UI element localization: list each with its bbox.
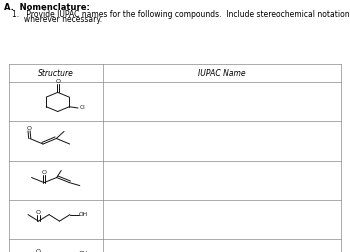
Text: A.  Nomenclature:: A. Nomenclature: <box>4 3 90 12</box>
Text: O: O <box>36 249 41 252</box>
Text: OH: OH <box>79 212 88 217</box>
Text: O: O <box>55 79 60 84</box>
Text: O: O <box>27 126 31 131</box>
Text: Cl: Cl <box>80 106 86 110</box>
Text: O: O <box>36 210 41 215</box>
Text: O: O <box>42 170 47 175</box>
Text: OH: OH <box>79 251 88 252</box>
Text: 1.   Provide IUPAC names for the following compounds.  Include stereochemical no: 1. Provide IUPAC names for the following… <box>12 10 350 19</box>
Text: IUPAC Name: IUPAC Name <box>198 69 246 78</box>
Text: wherever necessary.: wherever necessary. <box>12 15 102 24</box>
Text: Structure: Structure <box>38 69 74 78</box>
